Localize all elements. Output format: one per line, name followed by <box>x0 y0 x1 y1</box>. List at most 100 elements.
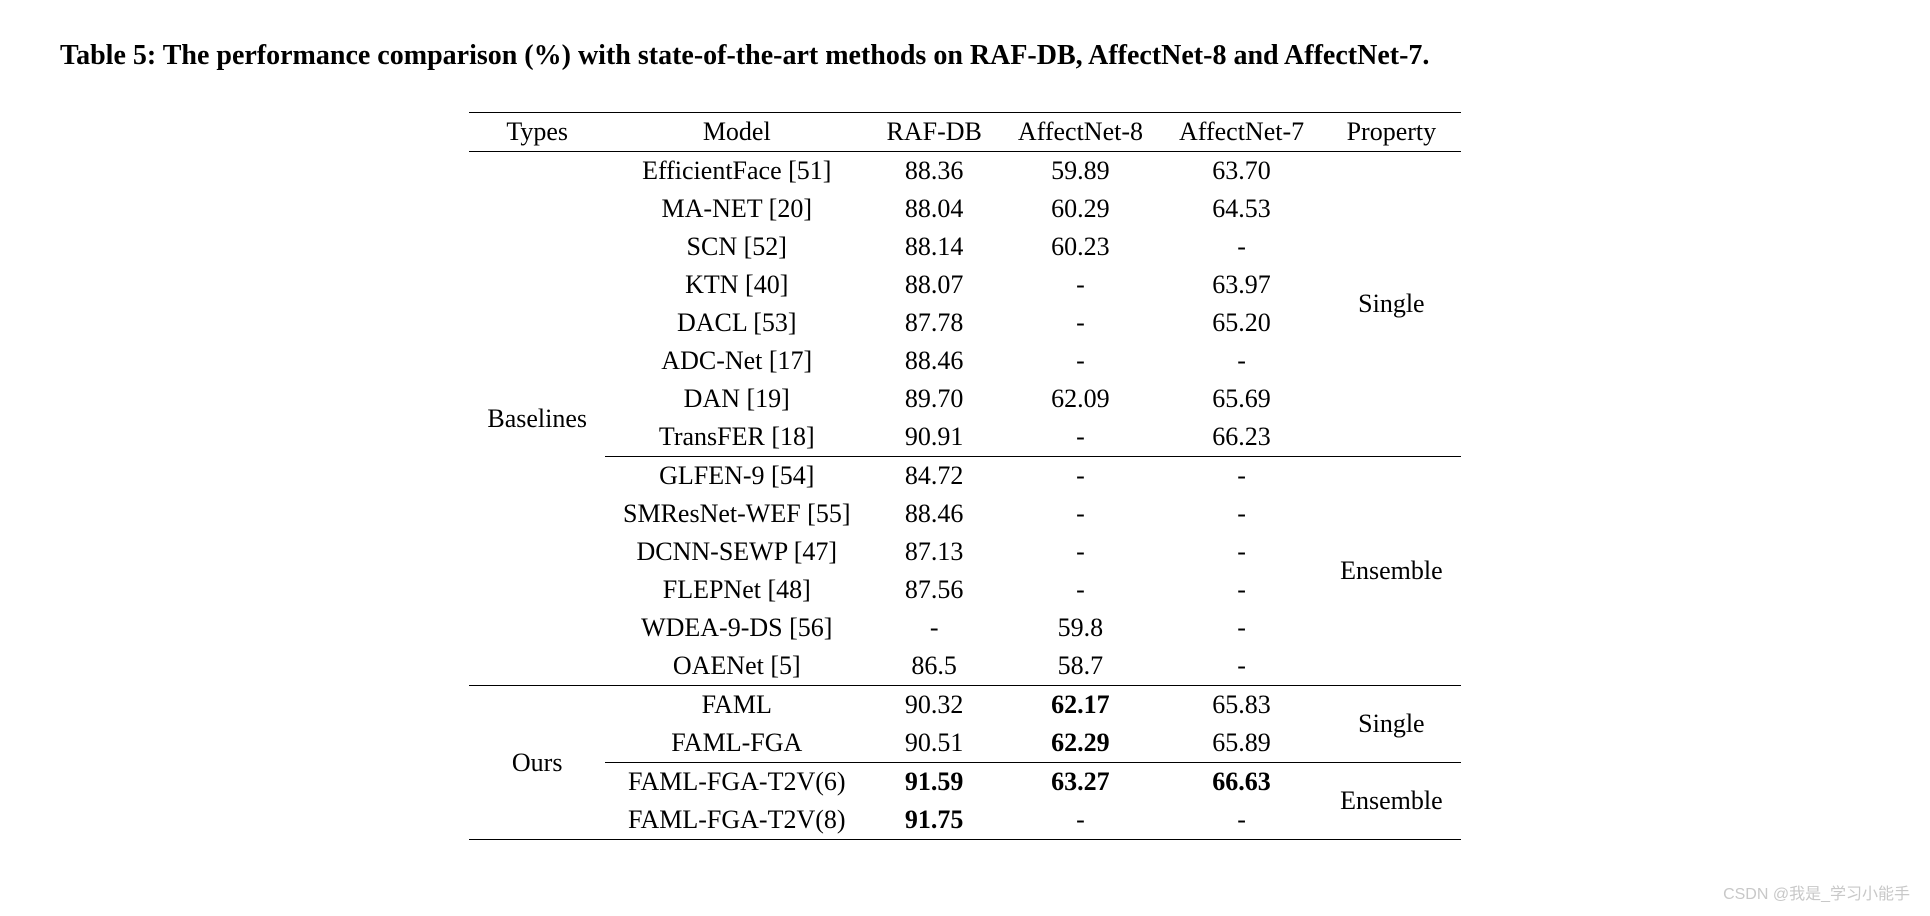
cell-model: DACL [53] <box>605 304 868 342</box>
cell-rafdb: 88.04 <box>869 190 1000 228</box>
cell-rafdb: 87.56 <box>869 571 1000 609</box>
cell-model: DCNN-SEWP [47] <box>605 533 868 571</box>
table-row: DAN [19]89.7062.0965.69 <box>469 380 1460 418</box>
cell-affectnet8: - <box>1000 533 1161 571</box>
cell-rafdb: 90.32 <box>869 686 1000 725</box>
cell-model: ADC-Net [17] <box>605 342 868 380</box>
cell-affectnet8: - <box>1000 571 1161 609</box>
table-row: SCN [52]88.1460.23- <box>469 228 1460 266</box>
cell-rafdb: 84.72 <box>869 457 1000 496</box>
cell-rafdb: 89.70 <box>869 380 1000 418</box>
table-row: ADC-Net [17]88.46-- <box>469 342 1460 380</box>
cell-model: TransFER [18] <box>605 418 868 457</box>
table-row: DACL [53]87.78-65.20 <box>469 304 1460 342</box>
cell-model: FLEPNet [48] <box>605 571 868 609</box>
cell-affectnet7: 65.89 <box>1161 724 1322 763</box>
cell-rafdb: 91.59 <box>869 763 1000 802</box>
cell-model: OAENet [5] <box>605 647 868 686</box>
table-header-row: Types Model RAF-DB AffectNet-8 AffectNet… <box>469 113 1460 152</box>
cell-affectnet8: - <box>1000 304 1161 342</box>
table-row: OAENet [5]86.558.7- <box>469 647 1460 686</box>
cell-affectnet8: 62.29 <box>1000 724 1161 763</box>
cell-affectnet7: - <box>1161 342 1322 380</box>
col-affectnet8: AffectNet-8 <box>1000 113 1161 152</box>
cell-affectnet8: - <box>1000 418 1161 457</box>
cell-rafdb: 88.46 <box>869 342 1000 380</box>
table-row: FAML-FGA-T2V(6)91.5963.2766.63Ensemble <box>469 763 1460 802</box>
cell-rafdb: 90.51 <box>869 724 1000 763</box>
cell-model: DAN [19] <box>605 380 868 418</box>
cell-rafdb: 87.78 <box>869 304 1000 342</box>
cell-type: Baselines <box>469 152 605 686</box>
table-row: TransFER [18]90.91-66.23 <box>469 418 1460 457</box>
col-affectnet7: AffectNet-7 <box>1161 113 1322 152</box>
cell-affectnet8: - <box>1000 457 1161 496</box>
cell-affectnet8: - <box>1000 801 1161 840</box>
cell-affectnet7: 66.23 <box>1161 418 1322 457</box>
table-row: FAML-FGA-T2V(8)91.75-- <box>469 801 1460 840</box>
cell-affectnet8: 59.89 <box>1000 152 1161 191</box>
cell-property: Single <box>1322 152 1461 457</box>
cell-affectnet8: - <box>1000 266 1161 304</box>
cell-affectnet7: 65.83 <box>1161 686 1322 725</box>
cell-rafdb: 88.07 <box>869 266 1000 304</box>
cell-model: EfficientFace [51] <box>605 152 868 191</box>
cell-property: Ensemble <box>1322 763 1461 840</box>
table-row: KTN [40]88.07-63.97 <box>469 266 1460 304</box>
table-row: OursFAML90.3262.1765.83Single <box>469 686 1460 725</box>
table-row: GLFEN-9 [54]84.72--Ensemble <box>469 457 1460 496</box>
cell-affectnet7: - <box>1161 609 1322 647</box>
cell-rafdb: 86.5 <box>869 647 1000 686</box>
table-row: FAML-FGA90.5162.2965.89 <box>469 724 1460 763</box>
cell-affectnet7: - <box>1161 801 1322 840</box>
cell-rafdb: 91.75 <box>869 801 1000 840</box>
cell-affectnet8: 62.09 <box>1000 380 1161 418</box>
table-row: WDEA-9-DS [56]-59.8- <box>469 609 1460 647</box>
col-rafdb: RAF-DB <box>869 113 1000 152</box>
comparison-table: Types Model RAF-DB AffectNet-8 AffectNet… <box>469 112 1460 840</box>
cell-affectnet7: 66.63 <box>1161 763 1322 802</box>
cell-model: SMResNet-WEF [55] <box>605 495 868 533</box>
table-row: MA-NET [20]88.0460.2964.53 <box>469 190 1460 228</box>
cell-affectnet7: - <box>1161 495 1322 533</box>
table-row: DCNN-SEWP [47]87.13-- <box>469 533 1460 571</box>
watermark-text: CSDN @我是_学习小能手 <box>1723 880 1910 904</box>
cell-model: SCN [52] <box>605 228 868 266</box>
cell-affectnet8: - <box>1000 342 1161 380</box>
cell-model: WDEA-9-DS [56] <box>605 609 868 647</box>
cell-model: KTN [40] <box>605 266 868 304</box>
cell-rafdb: - <box>869 609 1000 647</box>
table-row: FLEPNet [48]87.56-- <box>469 571 1460 609</box>
cell-affectnet8: - <box>1000 495 1161 533</box>
cell-rafdb: 87.13 <box>869 533 1000 571</box>
cell-affectnet8: 63.27 <box>1000 763 1161 802</box>
cell-rafdb: 88.46 <box>869 495 1000 533</box>
cell-property: Ensemble <box>1322 457 1461 686</box>
cell-affectnet8: 60.23 <box>1000 228 1161 266</box>
cell-type: Ours <box>469 686 605 840</box>
cell-rafdb: 88.14 <box>869 228 1000 266</box>
cell-property: Single <box>1322 686 1461 763</box>
cell-affectnet7: 65.69 <box>1161 380 1322 418</box>
cell-affectnet7: - <box>1161 533 1322 571</box>
cell-affectnet8: 62.17 <box>1000 686 1161 725</box>
cell-affectnet8: 59.8 <box>1000 609 1161 647</box>
cell-model: FAML-FGA-T2V(8) <box>605 801 868 840</box>
cell-model: FAML-FGA-T2V(6) <box>605 763 868 802</box>
cell-affectnet8: 58.7 <box>1000 647 1161 686</box>
table-body: BaselinesEfficientFace [51]88.3659.8963.… <box>469 152 1460 840</box>
table-row: BaselinesEfficientFace [51]88.3659.8963.… <box>469 152 1460 191</box>
cell-model: GLFEN-9 [54] <box>605 457 868 496</box>
cell-model: FAML <box>605 686 868 725</box>
cell-affectnet7: 63.70 <box>1161 152 1322 191</box>
col-types: Types <box>469 113 605 152</box>
cell-rafdb: 88.36 <box>869 152 1000 191</box>
cell-affectnet7: - <box>1161 457 1322 496</box>
table-row: SMResNet-WEF [55]88.46-- <box>469 495 1460 533</box>
cell-affectnet7: - <box>1161 228 1322 266</box>
col-model: Model <box>605 113 868 152</box>
cell-model: MA-NET [20] <box>605 190 868 228</box>
cell-affectnet8: 60.29 <box>1000 190 1161 228</box>
cell-affectnet7: 64.53 <box>1161 190 1322 228</box>
cell-affectnet7: - <box>1161 571 1322 609</box>
